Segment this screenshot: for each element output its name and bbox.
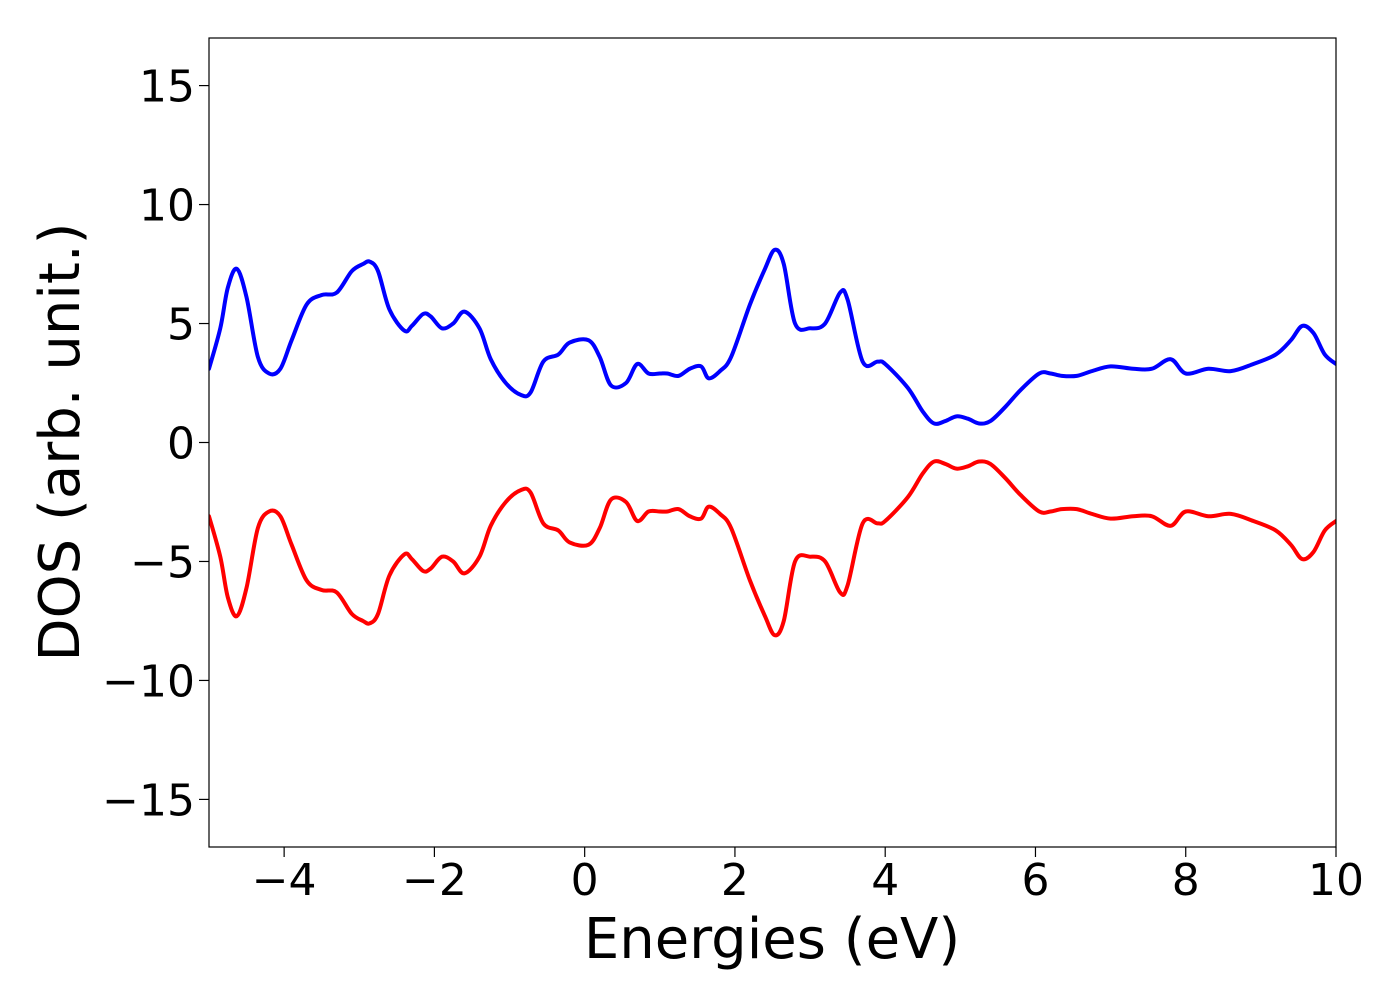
- x-tick-label: −2: [402, 855, 467, 906]
- x-tick-label: 6: [1021, 855, 1049, 906]
- x-axis: −4 −2 0 2 4 6 8 10: [252, 847, 1364, 906]
- y-tick-label: 15: [139, 62, 195, 113]
- y-tick-label: −15: [102, 775, 195, 826]
- x-tick-label: 2: [721, 855, 749, 906]
- series-line-spin-down: [209, 459, 1336, 638]
- y-axis-label: DOS (arb. unit.): [28, 222, 93, 661]
- y-axis: 15 10 5 0 −5 −10 −15: [102, 62, 209, 826]
- y-tick-label: 10: [139, 181, 195, 232]
- x-tick-label: 8: [1172, 855, 1200, 906]
- x-tick-label: −4: [252, 855, 317, 906]
- y-tick-label: 0: [167, 419, 195, 470]
- x-axis-label: Energies (eV): [584, 907, 960, 972]
- series-line-spin-up: [209, 247, 1336, 426]
- x-tick-label: 4: [871, 855, 899, 906]
- y-tick-label: −10: [102, 656, 195, 707]
- y-tick-label: −5: [130, 537, 195, 588]
- series-layer: [209, 247, 1336, 638]
- plot-frame: [208, 37, 1337, 848]
- x-tick-label: 10: [1308, 855, 1364, 906]
- y-tick-label: 5: [167, 300, 195, 351]
- x-tick-label: 0: [571, 855, 599, 906]
